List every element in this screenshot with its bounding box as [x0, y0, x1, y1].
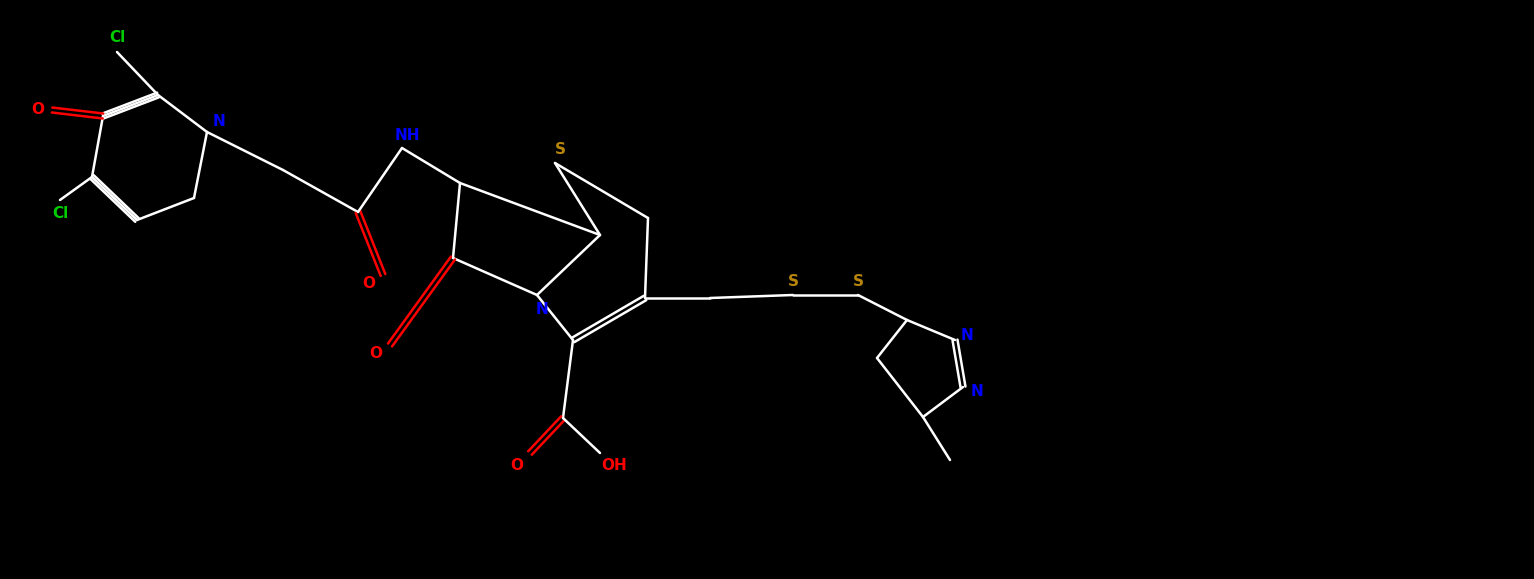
Text: Cl: Cl [52, 207, 67, 222]
Text: N: N [535, 302, 548, 317]
Text: N: N [213, 115, 225, 130]
Text: N: N [960, 328, 974, 343]
Text: O: O [32, 102, 44, 118]
Text: N: N [971, 384, 983, 400]
Text: S: S [554, 142, 566, 157]
Text: OH: OH [601, 457, 627, 472]
Text: NH: NH [394, 129, 420, 144]
Text: O: O [511, 457, 523, 472]
Text: Cl: Cl [109, 31, 126, 46]
Text: S: S [787, 273, 799, 288]
Text: O: O [362, 276, 376, 291]
Text: S: S [853, 273, 864, 288]
Text: O: O [370, 346, 382, 361]
